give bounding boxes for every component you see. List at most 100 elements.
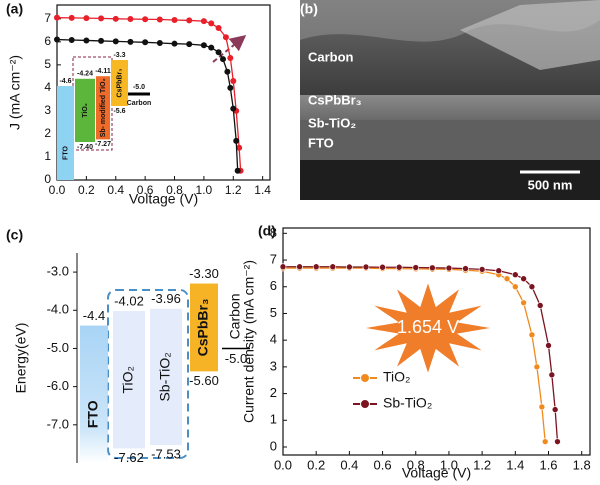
- y-tick-label: 0: [270, 438, 277, 453]
- level-value: -7.62: [114, 450, 144, 465]
- y-tick-label: 4: [44, 80, 51, 94]
- x-tick-label: 0.2: [78, 183, 95, 197]
- x-tick-label: 1.2: [473, 457, 491, 472]
- data-point: [83, 15, 90, 22]
- data-point: [208, 44, 215, 51]
- data-point: [98, 37, 105, 44]
- layer-label: Carbon: [308, 49, 354, 64]
- level-name: Carbon: [127, 100, 152, 107]
- layer-label: Sb-TiO₂: [308, 115, 356, 130]
- data-point: [224, 68, 231, 75]
- data-point: [548, 371, 556, 379]
- level-value: -4.24: [77, 71, 93, 78]
- level-name: TiO₂: [120, 366, 136, 393]
- level-name: TiO₂: [82, 103, 89, 118]
- data-point: [230, 105, 237, 112]
- y-axis-title: Energy(eV): [13, 323, 29, 394]
- data-point: [112, 15, 119, 22]
- data-point: [533, 363, 541, 371]
- energy-bar: [80, 325, 108, 463]
- y-tick-label: 6: [44, 34, 51, 48]
- y-tick-label: -5.0: [47, 340, 69, 355]
- y-tick-label: 1: [270, 412, 277, 427]
- y-axis-title: J (mA cm⁻²): [7, 55, 23, 130]
- y-tick-label: 2: [270, 385, 277, 400]
- data-point: [54, 36, 60, 43]
- data-point: [536, 302, 544, 309]
- series-line: [283, 267, 546, 442]
- data-point: [54, 14, 60, 21]
- energy-bar: [150, 308, 182, 446]
- data-point: [312, 263, 320, 271]
- data-point: [541, 438, 549, 445]
- x-tick-label: 0.6: [374, 457, 392, 472]
- level-name: FTO: [85, 400, 101, 428]
- x-tick-label: 1.6: [539, 457, 557, 472]
- data-point: [227, 54, 234, 61]
- y-tick-label: 7: [44, 11, 51, 25]
- x-axis-title: Voltage (V): [129, 191, 198, 207]
- y-tick-label: 4: [270, 332, 277, 347]
- x-tick-label: 0.8: [166, 183, 183, 197]
- y-tick-label: 1: [44, 149, 51, 163]
- data-point: [112, 38, 119, 45]
- data-point: [227, 84, 234, 91]
- data-point: [362, 263, 370, 271]
- arrow: [212, 34, 247, 63]
- data-point: [545, 342, 552, 349]
- data-point: [478, 266, 486, 273]
- panel-label: (d): [258, 223, 276, 239]
- x-tick-label: 1.0: [196, 183, 213, 197]
- data-point: [379, 263, 386, 271]
- energy-bar: [57, 86, 74, 180]
- data-point: [171, 40, 178, 47]
- level-name: Carbon: [227, 293, 243, 339]
- level-value: -3.30: [189, 266, 219, 281]
- x-tick-label: 0.6: [137, 183, 154, 197]
- y-tick-label: 6: [270, 278, 277, 293]
- level-name: CsPbBr₃: [116, 69, 123, 98]
- data-point: [279, 263, 287, 271]
- x-tick-label: 1.4: [506, 457, 524, 472]
- data-point: [68, 37, 75, 43]
- data-point: [412, 264, 420, 271]
- data-point: [554, 438, 561, 445]
- energy-bar: [111, 60, 128, 106]
- data-point: [346, 263, 353, 271]
- level-value: -5.0: [133, 84, 145, 91]
- data-point: [528, 283, 536, 291]
- data-point: [200, 42, 207, 49]
- layer-label: CsPbBr₃: [308, 92, 362, 107]
- data-point: [512, 283, 519, 291]
- x-tick-label: 1.8: [573, 457, 591, 472]
- data-point: [551, 406, 559, 413]
- sem-image: [300, 0, 600, 200]
- y-tick-label: 5: [270, 305, 277, 320]
- level-value: -7.53: [151, 446, 181, 461]
- level-name: FTO: [62, 146, 69, 160]
- x-tick-label: 0.4: [107, 183, 124, 197]
- y-tick-label: 0: [44, 172, 51, 186]
- x-tick-label: 0.4: [340, 457, 358, 472]
- legend-label: Sb-TiO₂: [383, 395, 432, 411]
- annotation: 1.654 V: [397, 317, 459, 337]
- level-value: -3.3: [113, 52, 125, 59]
- data-point: [222, 34, 229, 41]
- x-tick-label: 1.0: [440, 457, 458, 472]
- y-axis-title: Current density (mA cm⁻²): [241, 260, 257, 423]
- data-point: [142, 39, 149, 46]
- data-point: [186, 41, 193, 48]
- y-tick-label: -3.0: [47, 264, 69, 279]
- data-point: [520, 299, 527, 307]
- data-point: [127, 16, 134, 23]
- data-point: [445, 264, 453, 272]
- data-point: [503, 275, 511, 283]
- x-axis-title: Voltage (V): [402, 465, 471, 481]
- level-value: -4.11: [95, 68, 111, 75]
- energy-bar: [96, 76, 110, 140]
- data-point: [233, 137, 240, 144]
- level-value: -4.6: [59, 78, 71, 85]
- x-tick-label: 0.0: [49, 183, 66, 197]
- legend-label: TiO₂: [383, 369, 410, 385]
